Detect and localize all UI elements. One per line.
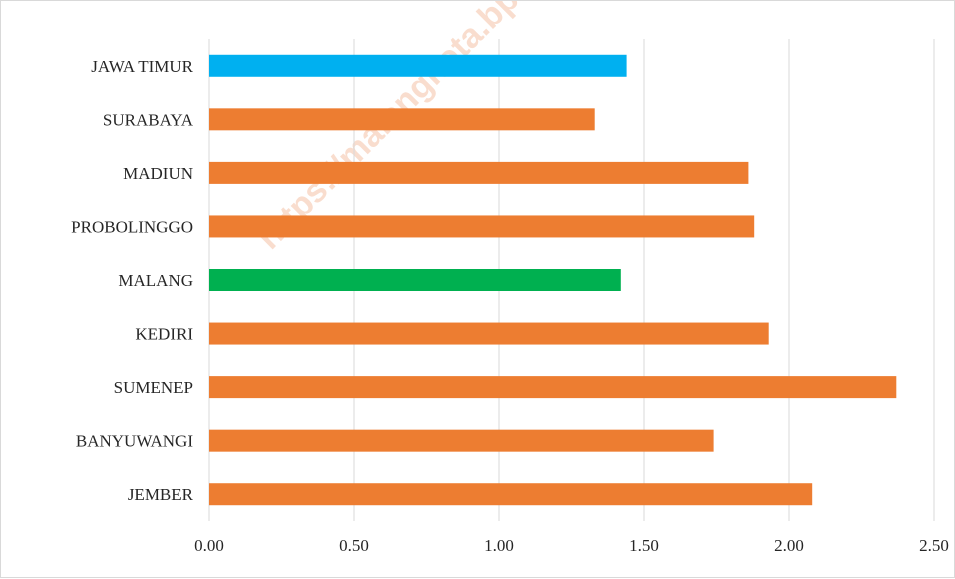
category-label: JAWA TIMUR xyxy=(91,57,193,76)
category-label: MADIUN xyxy=(123,164,193,183)
bar xyxy=(209,215,755,238)
bar-group xyxy=(209,54,897,506)
x-tick-label: 1.50 xyxy=(629,536,659,555)
bar xyxy=(209,376,897,399)
x-tick-label: 2.00 xyxy=(774,536,804,555)
category-labels: JAWA TIMUR SURABAYA MADIUN PROBOLINGGO MALAN… xyxy=(71,57,194,504)
bar xyxy=(209,54,627,77)
category-label: SUMENEP xyxy=(114,378,193,397)
bar xyxy=(209,269,621,291)
x-tick-label: 1.00 xyxy=(484,536,514,555)
category-label: BANYUWANGI xyxy=(76,432,193,451)
category-label: JEMBER xyxy=(128,485,194,504)
bar xyxy=(209,429,714,452)
x-tick-label: 0.50 xyxy=(339,536,369,555)
category-label: SURABAYA xyxy=(103,110,194,129)
bar xyxy=(209,483,813,506)
bar xyxy=(209,322,769,345)
bar xyxy=(209,161,749,184)
x-tick-label: 2.50 xyxy=(919,536,949,555)
bar xyxy=(209,108,595,131)
x-tick-label: 0.00 xyxy=(194,536,224,555)
category-label: PROBOLINGGO xyxy=(71,217,193,236)
x-axis-tick-labels: 0.00 0.50 1.00 1.50 2.00 2.50 xyxy=(194,536,949,555)
category-label: KEDIRI xyxy=(135,325,193,344)
category-label: MALANG xyxy=(118,271,193,290)
